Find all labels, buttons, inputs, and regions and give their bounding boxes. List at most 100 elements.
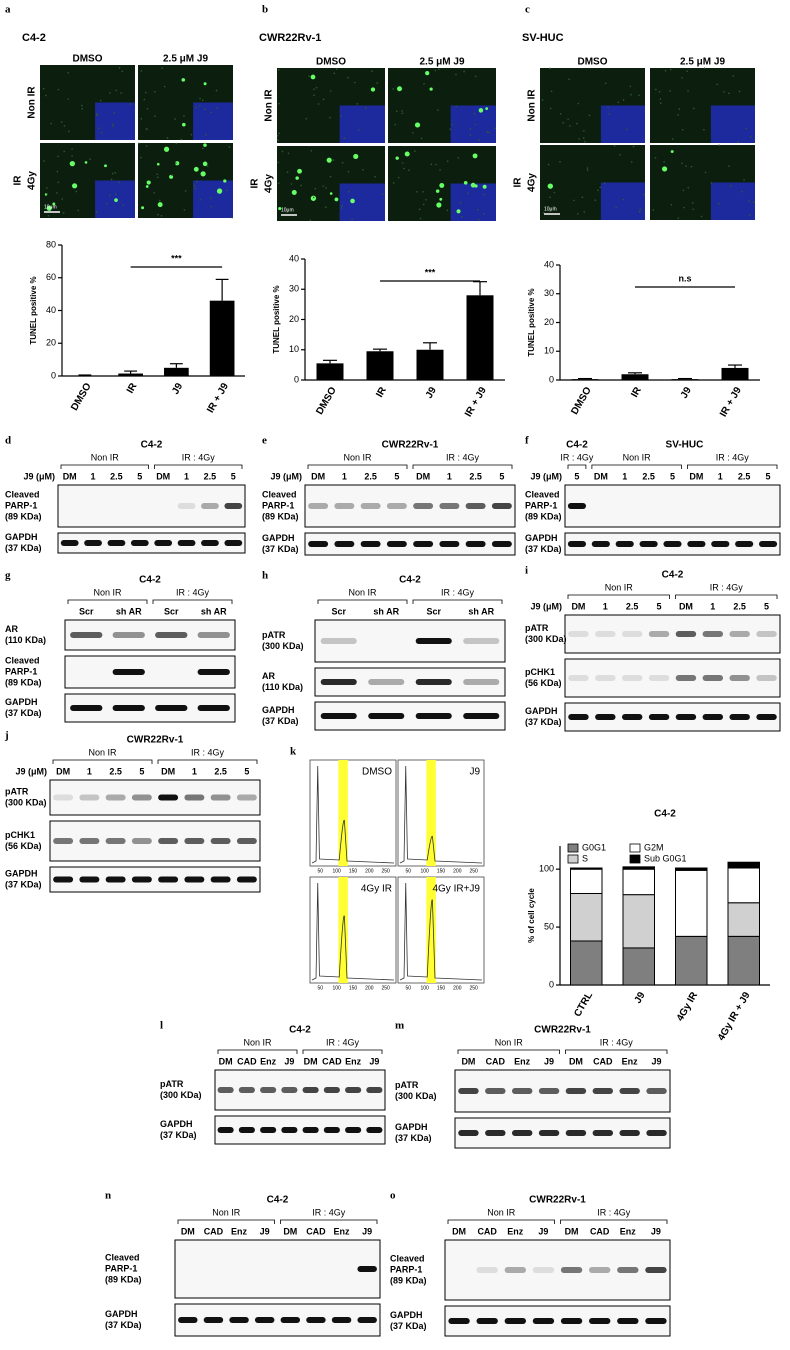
tunel-spot <box>295 176 299 180</box>
tunel-spot <box>310 74 316 80</box>
background-spot <box>210 205 213 208</box>
background-spot <box>597 189 599 192</box>
blot-band <box>224 503 243 509</box>
background-spot <box>156 173 159 176</box>
blot-band <box>334 541 355 547</box>
lane-label: 1 <box>603 601 608 611</box>
bar <box>164 367 189 376</box>
background-spot <box>723 91 725 93</box>
background-spot <box>455 73 457 76</box>
background-spot <box>687 90 689 92</box>
row-label: pATR <box>5 786 29 796</box>
blot-band <box>320 713 357 719</box>
blot-band <box>281 1087 298 1093</box>
blot-band <box>567 541 587 547</box>
background-spot <box>329 175 332 178</box>
group-label: Non IR <box>212 1207 241 1217</box>
blot-band <box>130 540 149 546</box>
background-spot <box>434 163 437 166</box>
background-spot <box>343 137 346 140</box>
background-spot <box>629 85 632 88</box>
background-spot <box>71 148 73 150</box>
row-label: pATR <box>262 630 286 640</box>
background-spot <box>112 125 114 128</box>
flow-tick-label: 150 <box>437 868 446 874</box>
column-label: DMSO <box>73 54 103 65</box>
blot-band <box>595 675 616 681</box>
background-spot <box>110 178 113 181</box>
histogram <box>399 882 483 981</box>
row-label: GAPDH <box>5 868 38 878</box>
background-spot <box>700 215 703 218</box>
tunel-spot <box>661 166 668 172</box>
background-spot <box>71 155 73 157</box>
blot-band <box>79 838 100 844</box>
tunel-spot <box>278 207 282 211</box>
tunel-spot <box>145 185 149 188</box>
lane-label: DM <box>156 471 170 481</box>
background-spot <box>57 155 59 158</box>
background-spot <box>671 138 674 140</box>
background-spot <box>669 68 672 71</box>
tunel-spot <box>429 87 433 91</box>
row-label: (37 KDa) <box>525 717 562 727</box>
tunel-spot <box>297 168 302 174</box>
blot-membrane <box>57 532 246 554</box>
background-spot <box>562 121 565 124</box>
blot-band <box>532 1318 555 1324</box>
background-spot <box>437 109 439 111</box>
panel-letter: i <box>525 565 528 577</box>
panel-letter: h <box>262 570 268 582</box>
tunel-spot <box>547 183 554 189</box>
blot-band <box>476 1318 498 1324</box>
background-spot <box>277 161 280 164</box>
blot-band <box>568 631 589 637</box>
background-spot <box>114 171 116 174</box>
lane-label: Scr <box>79 606 94 616</box>
background-spot <box>423 82 425 85</box>
blot-band <box>366 1127 383 1133</box>
blot-band <box>646 1130 667 1136</box>
blot-band <box>619 1130 640 1136</box>
group-bracket <box>565 1049 668 1054</box>
blot-band <box>465 503 486 509</box>
lane-header: J9 (μM) <box>530 471 562 481</box>
blot-band <box>491 503 512 509</box>
tunel-spot <box>463 180 468 185</box>
background-spot <box>703 128 705 131</box>
group-bracket <box>152 599 233 604</box>
bar <box>621 374 649 380</box>
background-spot <box>313 88 315 90</box>
background-spot <box>183 209 186 211</box>
blot-band <box>439 541 460 547</box>
background-spot <box>118 181 121 184</box>
background-spot <box>145 91 147 94</box>
lane-label: 2.5 <box>204 471 217 481</box>
background-spot <box>216 107 219 110</box>
row-label: Non IR <box>264 89 275 122</box>
blot-band <box>565 1088 587 1094</box>
lane-label: Scr <box>426 606 441 616</box>
tunel-spot <box>114 198 118 202</box>
background-spot <box>57 88 60 91</box>
background-spot <box>582 137 585 139</box>
group-label: IR : 4Gy <box>176 587 210 597</box>
group-bracket <box>675 594 778 599</box>
row-label: (37 KDa) <box>105 1320 142 1330</box>
gate <box>338 760 348 866</box>
background-spot <box>206 165 209 168</box>
background-spot <box>449 128 452 130</box>
background-spot <box>68 130 70 133</box>
legend-label: S <box>582 853 588 863</box>
lane-label: DM <box>569 1056 583 1066</box>
background-spot <box>730 185 732 187</box>
blot-title: C4-2 <box>141 440 163 451</box>
row-label: (110 KDa) <box>262 682 303 692</box>
blot-band <box>177 540 196 546</box>
background-spot <box>99 99 102 102</box>
background-spot <box>137 142 140 145</box>
x-tick-label: J9 <box>170 381 185 397</box>
background-spot <box>483 193 486 196</box>
background-spot <box>425 199 427 201</box>
column-label: 2.5 μM J9 <box>680 57 725 68</box>
